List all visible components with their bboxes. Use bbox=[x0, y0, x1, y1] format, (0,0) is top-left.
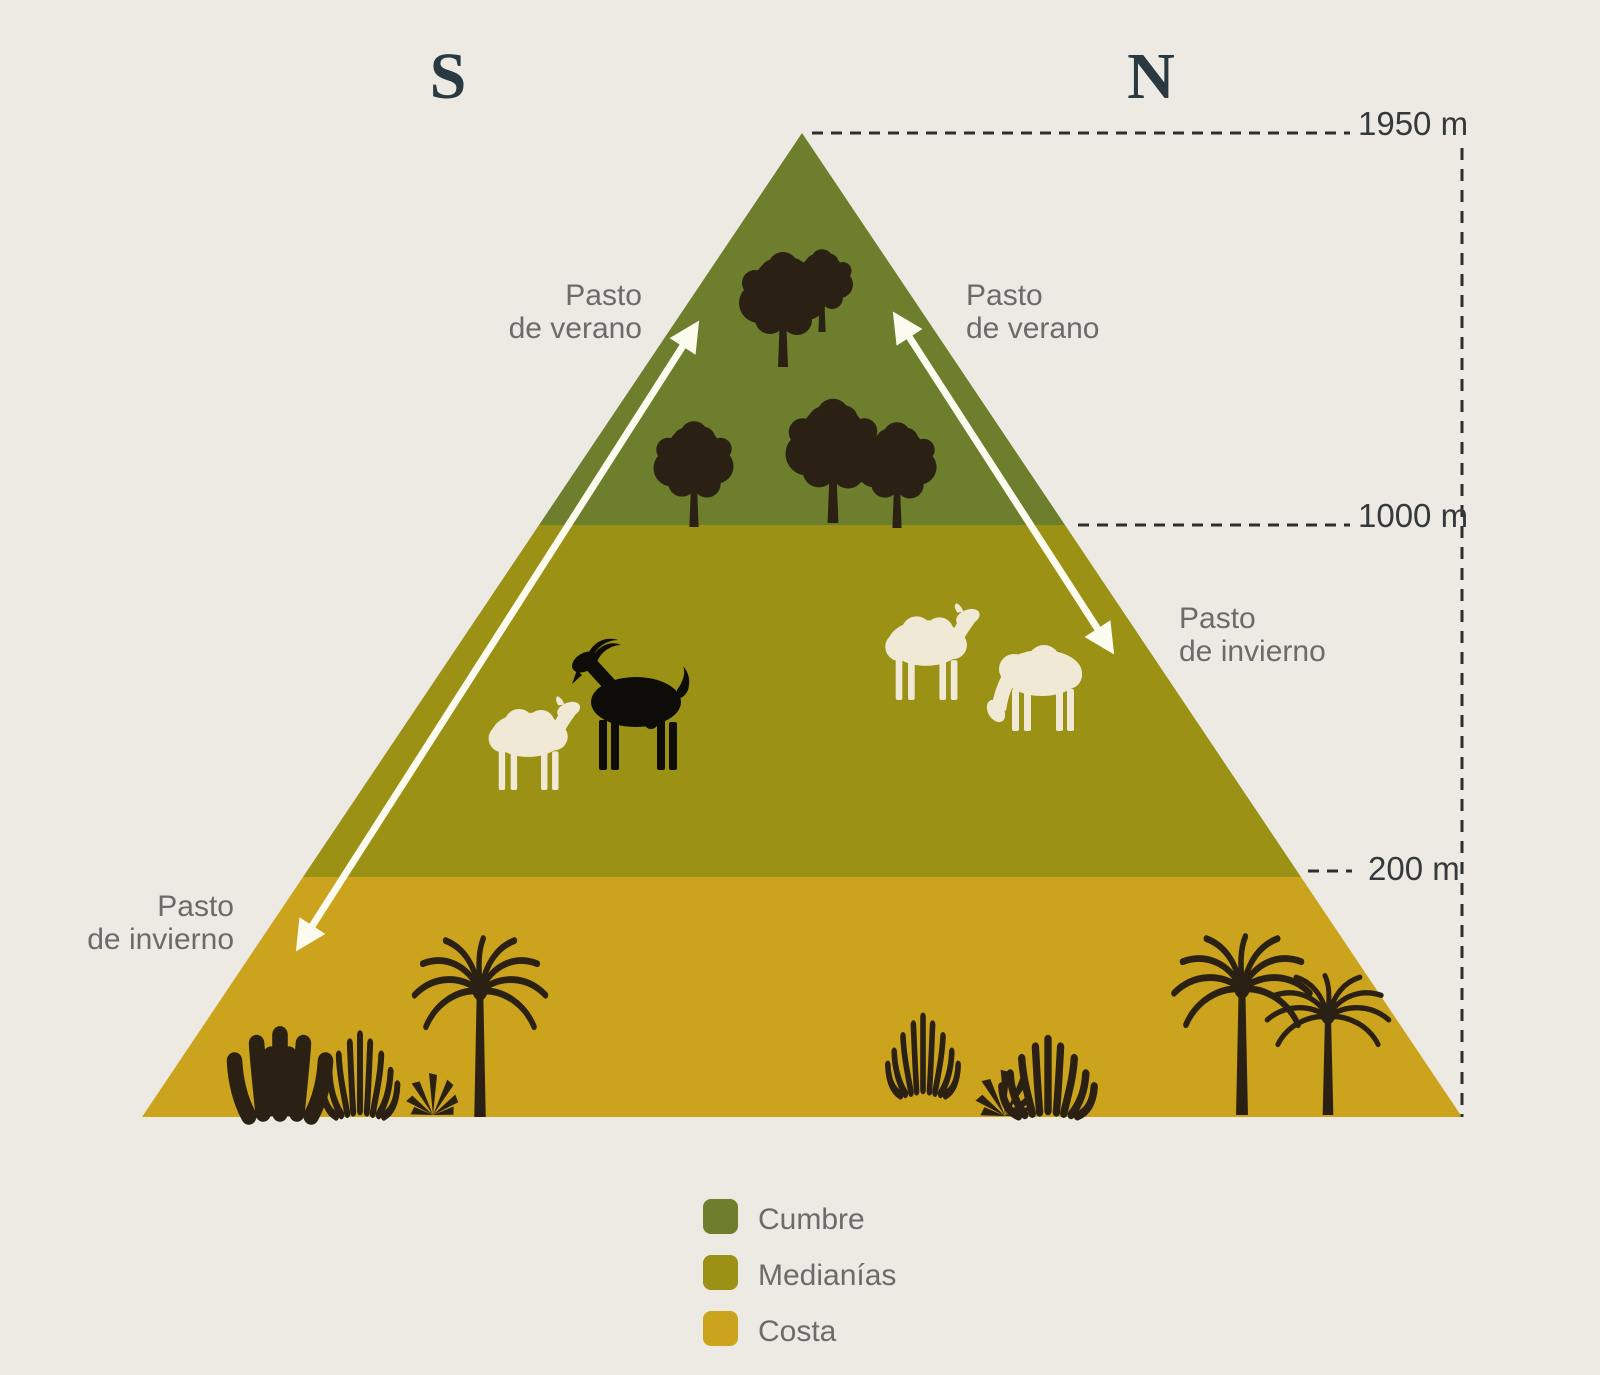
transhumance-arrows bbox=[295, 311, 1115, 952]
label-pasto-verano-north: Pasto de verano bbox=[966, 279, 1099, 345]
legend-swatch-medianias bbox=[703, 1255, 738, 1290]
altitude-label-1000: 1000 m bbox=[1358, 497, 1468, 534]
compass-south-label: S bbox=[430, 40, 467, 113]
pasture-label-line: Pasto bbox=[565, 279, 642, 312]
pasture-label-line: de invierno bbox=[1179, 635, 1326, 668]
label-pasto-verano-south: Pasto de verano bbox=[509, 279, 642, 345]
legend-swatch-cumbre bbox=[703, 1199, 738, 1234]
pasture-label-line: Pasto bbox=[1179, 602, 1256, 635]
pasture-label-line: de verano bbox=[509, 312, 642, 345]
pasture-label-line: de verano bbox=[966, 312, 1099, 345]
pasture-label-line: de invierno bbox=[87, 923, 234, 956]
label-pasto-invierno-north: Pasto de invierno bbox=[1179, 602, 1326, 668]
transhumance-arrow-north bbox=[892, 311, 1115, 655]
label-pasto-invierno-south: Pasto de invierno bbox=[87, 890, 234, 956]
altitude-lines bbox=[812, 131, 1464, 1117]
legend-item-costa: Costa bbox=[703, 1311, 837, 1348]
altitude-label-1950: 1950 m bbox=[1358, 105, 1468, 142]
transhumance-arrow-south bbox=[295, 320, 700, 952]
legend-item-cumbre: Cumbre bbox=[703, 1199, 865, 1236]
compass-north-label: N bbox=[1127, 40, 1175, 113]
altitude-label-200: 200 m bbox=[1368, 850, 1460, 887]
legend-label-medianias: Medianías bbox=[758, 1259, 896, 1292]
legend-label-cumbre: Cumbre bbox=[758, 1203, 865, 1236]
legend: Cumbre Medianías Costa bbox=[703, 1199, 896, 1348]
legend-label-costa: Costa bbox=[758, 1315, 837, 1348]
legend-item-medianias: Medianías bbox=[703, 1255, 896, 1292]
legend-swatch-costa bbox=[703, 1311, 738, 1346]
pasture-label-line: Pasto bbox=[966, 279, 1043, 312]
pasture-label-line: Pasto bbox=[157, 890, 234, 923]
